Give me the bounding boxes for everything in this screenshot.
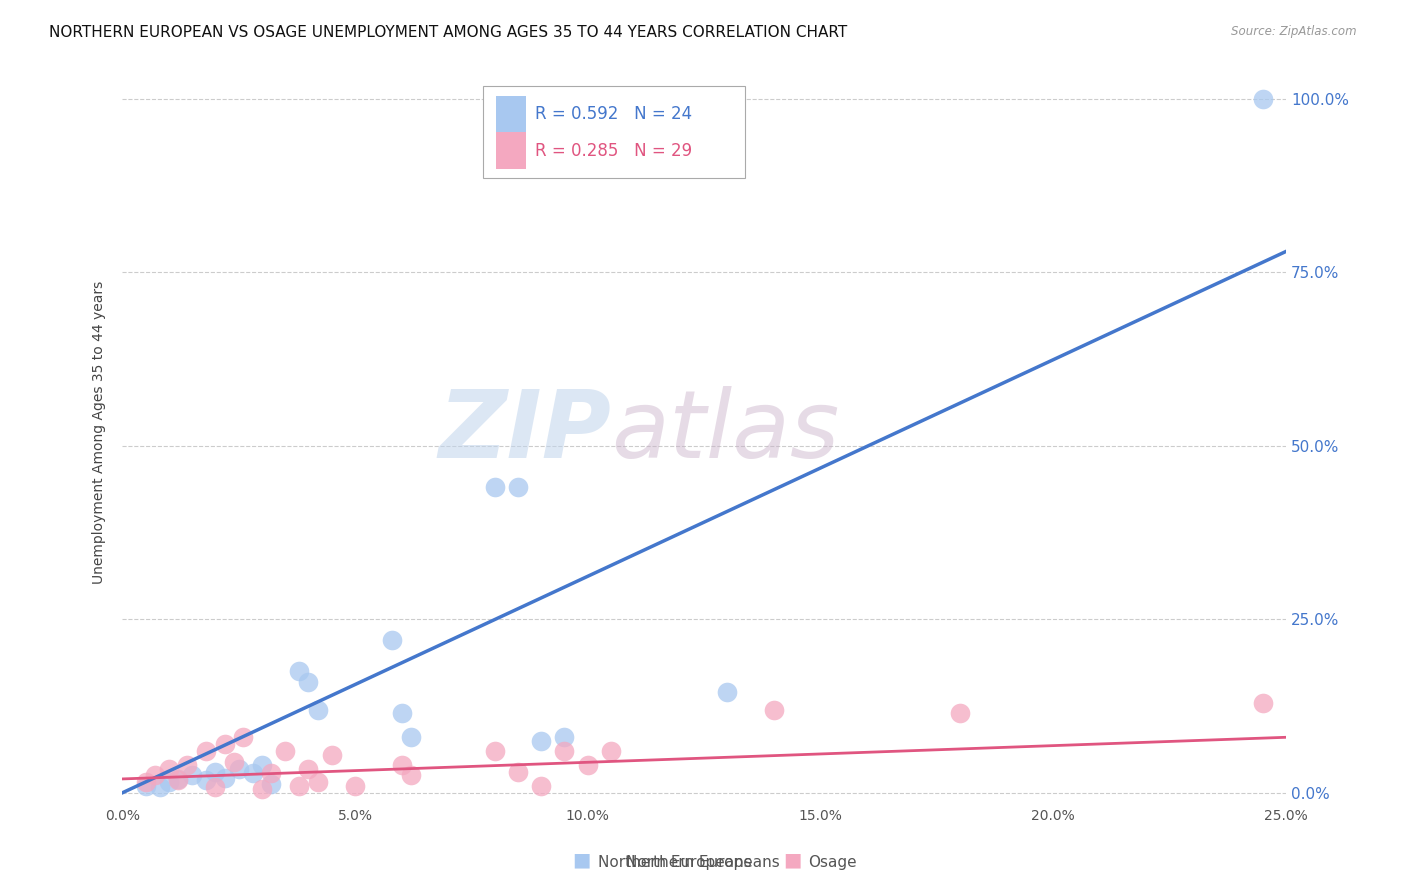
- Point: [530, 733, 553, 747]
- Text: R = 0.285   N = 29: R = 0.285 N = 29: [536, 142, 693, 160]
- Point: [143, 768, 166, 782]
- Point: [399, 768, 422, 782]
- Point: [195, 773, 218, 788]
- FancyBboxPatch shape: [484, 87, 745, 178]
- Text: ■: ■: [783, 851, 801, 870]
- Point: [242, 766, 264, 780]
- Point: [222, 755, 245, 769]
- Point: [274, 744, 297, 758]
- Point: [232, 731, 254, 745]
- Point: [214, 771, 236, 785]
- Point: [391, 758, 413, 772]
- Point: [204, 764, 226, 779]
- Point: [297, 762, 319, 776]
- Point: [135, 779, 157, 793]
- Point: [530, 779, 553, 793]
- Text: Osage: Osage: [808, 855, 858, 870]
- Point: [307, 775, 329, 789]
- Point: [250, 758, 273, 772]
- Point: [288, 779, 311, 793]
- Point: [297, 674, 319, 689]
- Point: [576, 758, 599, 772]
- Point: [399, 731, 422, 745]
- Point: [344, 779, 367, 793]
- Y-axis label: Unemployment Among Ages 35 to 44 years: Unemployment Among Ages 35 to 44 years: [93, 280, 107, 583]
- Text: ■: ■: [572, 851, 591, 870]
- Point: [214, 737, 236, 751]
- FancyBboxPatch shape: [496, 95, 526, 132]
- Point: [1251, 696, 1274, 710]
- Point: [321, 747, 343, 762]
- Point: [1251, 92, 1274, 106]
- Point: [181, 768, 204, 782]
- Point: [260, 766, 283, 780]
- Text: Source: ZipAtlas.com: Source: ZipAtlas.com: [1232, 25, 1357, 38]
- Point: [391, 706, 413, 720]
- Point: [135, 775, 157, 789]
- Point: [195, 744, 218, 758]
- Point: [250, 782, 273, 797]
- Text: atlas: atlas: [612, 386, 839, 477]
- Point: [288, 665, 311, 679]
- Point: [167, 772, 190, 786]
- Text: ZIP: ZIP: [439, 386, 612, 478]
- Point: [553, 731, 575, 745]
- Text: NORTHERN EUROPEAN VS OSAGE UNEMPLOYMENT AMONG AGES 35 TO 44 YEARS CORRELATION CH: NORTHERN EUROPEAN VS OSAGE UNEMPLOYMENT …: [49, 25, 848, 40]
- Point: [260, 777, 283, 791]
- Text: R = 0.592   N = 24: R = 0.592 N = 24: [536, 105, 693, 123]
- Point: [307, 702, 329, 716]
- Point: [600, 744, 623, 758]
- Point: [506, 480, 529, 494]
- Point: [716, 685, 738, 699]
- Point: [484, 480, 506, 494]
- Point: [228, 762, 250, 776]
- FancyBboxPatch shape: [496, 133, 526, 169]
- Point: [553, 744, 575, 758]
- Point: [506, 764, 529, 779]
- Point: [484, 744, 506, 758]
- Point: [157, 775, 180, 789]
- Point: [157, 762, 180, 776]
- Point: [949, 706, 972, 720]
- Point: [762, 702, 785, 716]
- Point: [176, 758, 198, 772]
- Point: [148, 780, 170, 795]
- Text: Northern Europeans: Northern Europeans: [598, 855, 751, 870]
- Point: [167, 773, 190, 788]
- Point: [381, 633, 404, 648]
- Text: Northern Europeans: Northern Europeans: [626, 855, 780, 870]
- Point: [204, 780, 226, 795]
